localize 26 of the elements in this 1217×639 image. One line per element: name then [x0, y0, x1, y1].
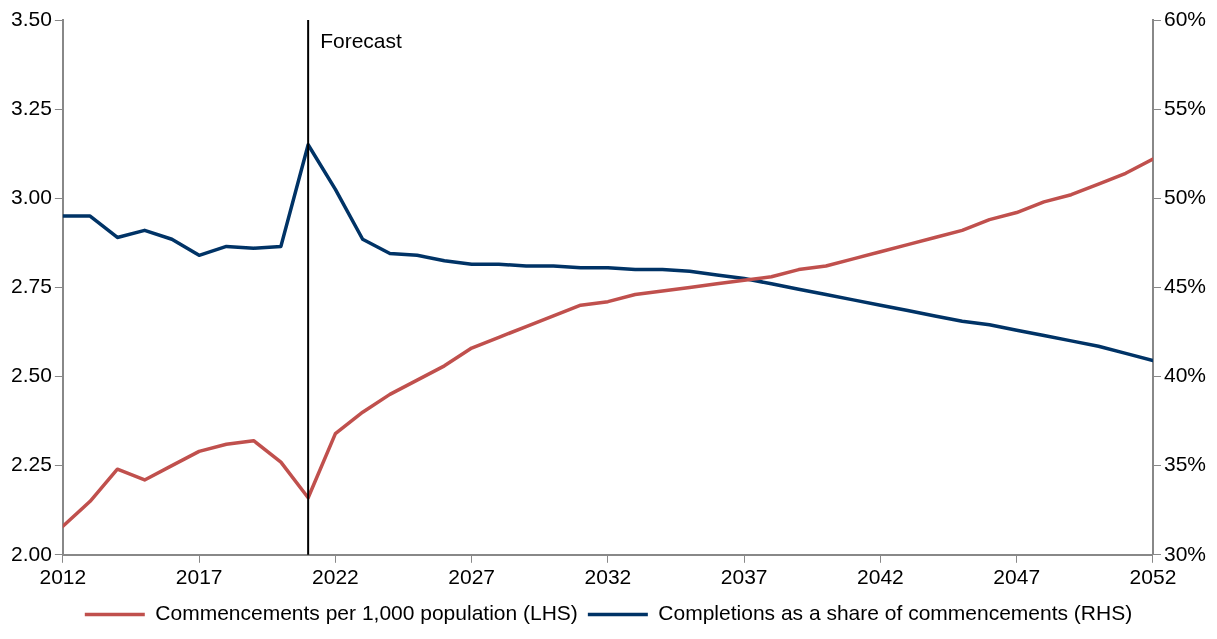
y-tick-label: 2.00: [11, 541, 52, 565]
y-tick-label: 2.75: [11, 274, 52, 298]
y2-tick-label: 35%: [1163, 452, 1206, 476]
y2-tick-label: 50%: [1163, 185, 1206, 209]
ref-line-label: Forecast: [320, 29, 402, 53]
y2-tick-label: 30%: [1163, 541, 1206, 565]
y-tick-label: 3.50: [11, 6, 52, 30]
x-tick-label: 2017: [175, 565, 223, 589]
y-tick-label: 2.50: [11, 363, 52, 387]
y2-tick-label: 60%: [1163, 6, 1206, 30]
x-tick-label: 2022: [312, 565, 359, 589]
legend-label: Commencements per 1,000 population (LHS): [155, 601, 578, 625]
legend-label: Completions as a share of commencements (RHS): [658, 601, 1133, 625]
x-tick-label: 2042: [857, 565, 904, 589]
x-tick-label: 2012: [39, 565, 87, 589]
y2-tick-label: 55%: [1163, 95, 1206, 119]
x-tick-label: 2037: [720, 565, 768, 589]
x-tick-label: 2032: [584, 565, 632, 589]
y2-tick-label: 45%: [1163, 274, 1206, 298]
y2-tick-label: 40%: [1163, 363, 1206, 387]
y-tick-label: 3.25: [11, 95, 52, 119]
y-tick-label: 2.25: [11, 452, 52, 476]
x-tick-label: 2052: [1129, 565, 1177, 589]
x-tick-label: 2047: [993, 565, 1041, 589]
y-tick-label: 3.00: [11, 185, 52, 209]
x-tick-label: 2027: [448, 565, 496, 589]
